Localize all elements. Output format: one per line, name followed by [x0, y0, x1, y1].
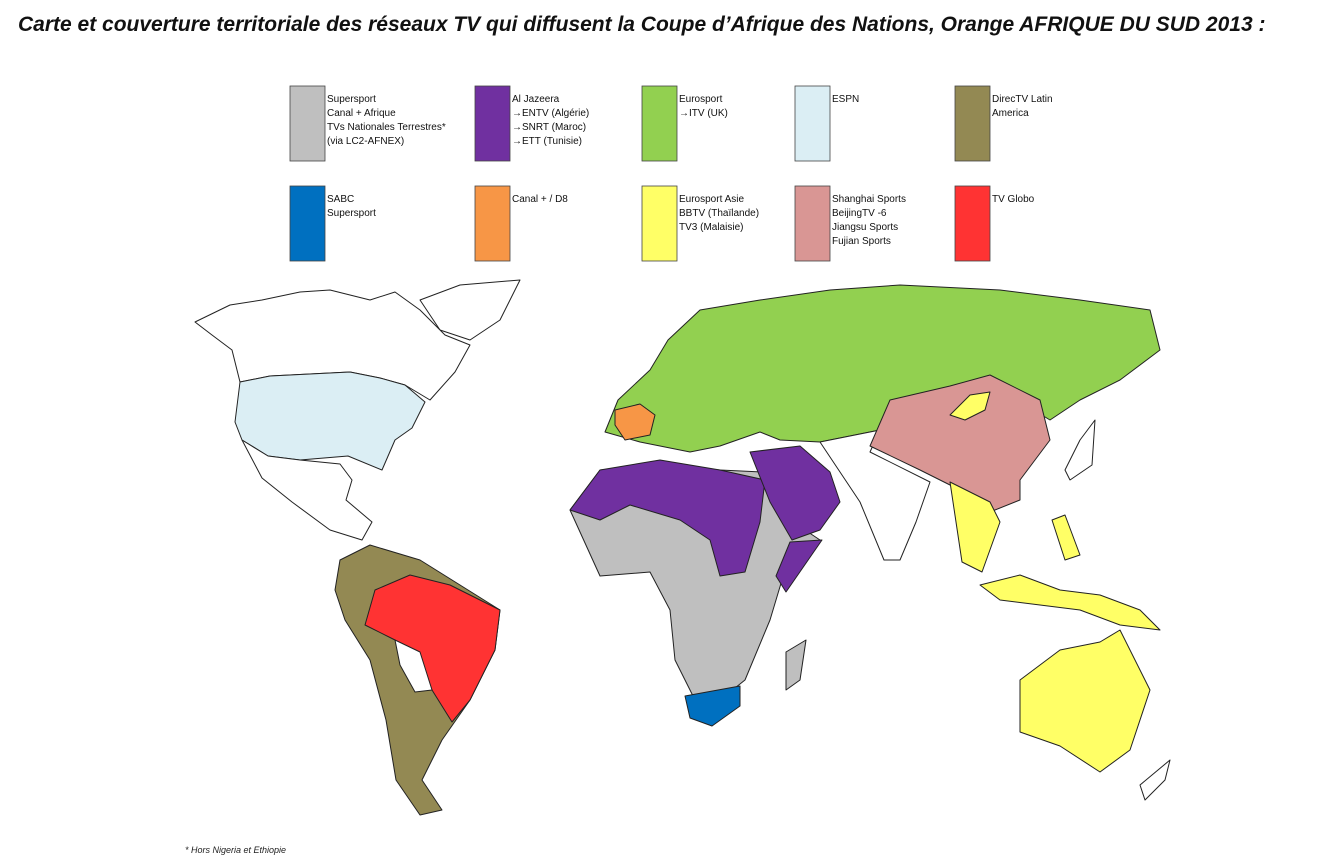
- legend-label: →ENTV (Algérie): [512, 108, 589, 119]
- philippines: [1051, 514, 1081, 561]
- legend-label: →ITV (UK): [679, 108, 728, 119]
- legend-label: Shanghai Sports: [832, 194, 906, 205]
- legend-label: Canal + Afrique: [327, 108, 396, 119]
- mexico-central-america: [241, 439, 373, 541]
- australia: [1019, 629, 1151, 773]
- brazil: [364, 574, 501, 723]
- world-map: [194, 279, 1171, 816]
- legend-label: BeijingTV -6: [832, 208, 887, 219]
- legend-swatch: [289, 85, 326, 162]
- somalia: [775, 539, 823, 593]
- legend-label: Eurosport: [679, 94, 723, 105]
- map-title: Carte et couverture territoriale des rés…: [18, 13, 1266, 36]
- footnote: * Hors Nigeria et Ethiopie: [185, 845, 287, 855]
- legend-swatch: [474, 185, 511, 262]
- legend-label: Fujian Sports: [832, 236, 891, 247]
- new-zealand: [1139, 759, 1171, 801]
- japan: [1064, 419, 1096, 481]
- legend-label: America: [992, 108, 1029, 119]
- europe-russia: [604, 284, 1161, 453]
- middle-east: [749, 445, 841, 541]
- north-africa: [569, 459, 766, 577]
- legend-label: Eurosport Asie: [679, 194, 744, 205]
- legend-label: Jiangsu Sports: [832, 222, 898, 233]
- legend-swatch: [641, 185, 678, 262]
- legend-swatch: [641, 85, 678, 162]
- legend-label: BBTV (Thaïlande): [679, 208, 759, 219]
- legend-swatch: [794, 185, 831, 262]
- legend-label: SABC: [327, 194, 354, 205]
- southeast-asia: [949, 481, 1001, 573]
- legend-label: (via LC2-AFNEX): [327, 136, 404, 147]
- france: [614, 403, 656, 441]
- indonesia: [979, 574, 1161, 631]
- legend-label: TVs Nationales Terrestres*: [327, 122, 446, 133]
- legend-swatch: [954, 85, 991, 162]
- legend-label: Al Jazeera: [512, 94, 560, 105]
- legend-label: DirecTV Latin: [992, 94, 1053, 105]
- legend-label: TV Globo: [992, 194, 1035, 205]
- legend-swatch: [954, 185, 991, 262]
- legend-swatch: [474, 85, 511, 162]
- madagascar: [785, 639, 807, 691]
- bolivia-paraguay: [394, 639, 433, 693]
- legend-label: ESPN: [832, 94, 859, 105]
- legend-label: Canal + / D8: [512, 194, 568, 205]
- south-africa: [684, 685, 741, 727]
- legend-swatch: [289, 185, 326, 262]
- mongolia: [949, 391, 991, 421]
- legend-label: →ETT (Tunisie): [512, 136, 582, 147]
- legend-label: Supersport: [327, 208, 376, 219]
- legend-swatch: [794, 85, 831, 162]
- legend: Supersport Canal + Afrique TVs Nationales …: [289, 85, 1053, 262]
- legend-label: TV3 (Malaisie): [679, 222, 743, 233]
- legend-label: Supersport: [327, 94, 376, 105]
- legend-label: →SNRT (Maroc): [512, 122, 586, 133]
